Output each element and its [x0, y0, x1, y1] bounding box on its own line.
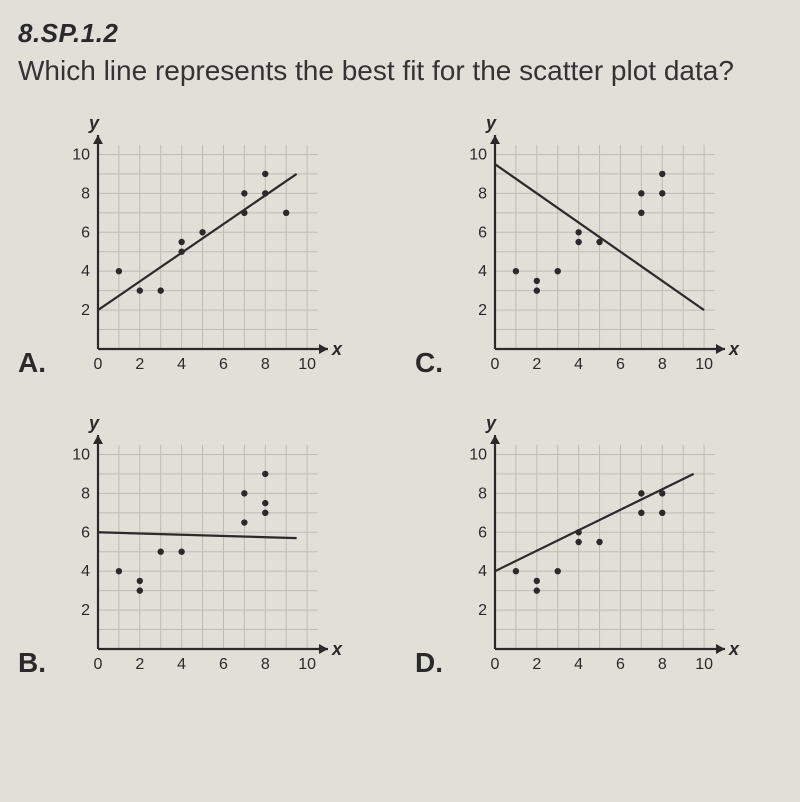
question-text: Which line represents the best fit for t…	[18, 53, 782, 89]
svg-text:10: 10	[298, 656, 316, 673]
choice-b: B. 0 2 4 6 8 10 2 4 6 8 10 x y	[18, 405, 385, 685]
svg-text:8: 8	[658, 656, 667, 673]
svg-text:2: 2	[532, 356, 541, 373]
choice-d: D. 0 2 4 6 8 10 2 4 6 8 10 x y	[415, 405, 782, 685]
svg-text:4: 4	[478, 264, 487, 281]
plot-c: 0 2 4 6 8 10 2 4 6 8 10 x y	[451, 105, 751, 385]
svg-text:y: y	[485, 413, 497, 433]
svg-text:10: 10	[695, 656, 713, 673]
svg-text:0: 0	[94, 656, 103, 673]
choice-label-d: D.	[415, 647, 443, 679]
choice-label-b: B.	[18, 647, 46, 679]
svg-text:2: 2	[532, 656, 541, 673]
svg-text:4: 4	[81, 564, 90, 581]
choice-c: C. 0 2 4 6 8 10 2 4 6 8 10 x y	[415, 105, 782, 385]
svg-text:6: 6	[478, 225, 487, 242]
choices-row-1: A. 0 2 4 6 8 10 2 4 6 8 10 x y C. 0 2 4 6 8 10 2 4 6 8 10 x y	[18, 105, 782, 385]
plot-d: 0 2 4 6 8 10 2 4 6 8 10 x y	[451, 405, 751, 685]
svg-text:10: 10	[695, 356, 713, 373]
svg-text:0: 0	[491, 656, 500, 673]
svg-text:4: 4	[574, 356, 583, 373]
svg-text:x: x	[331, 339, 343, 359]
svg-text:8: 8	[81, 486, 90, 503]
svg-text:y: y	[88, 413, 100, 433]
svg-text:10: 10	[298, 356, 316, 373]
plot-a: 0 2 4 6 8 10 2 4 6 8 10 x y	[54, 105, 354, 385]
svg-text:2: 2	[135, 356, 144, 373]
svg-text:10: 10	[72, 447, 90, 464]
svg-text:2: 2	[135, 656, 144, 673]
question-header: 8.SP.1.2 Which line represents the best …	[18, 18, 782, 89]
svg-text:10: 10	[469, 147, 487, 164]
svg-text:4: 4	[177, 356, 186, 373]
svg-text:6: 6	[219, 356, 228, 373]
svg-text:2: 2	[478, 302, 487, 319]
svg-text:0: 0	[491, 356, 500, 373]
plot-b: 0 2 4 6 8 10 2 4 6 8 10 x y	[54, 405, 354, 685]
choice-a: A. 0 2 4 6 8 10 2 4 6 8 10 x y	[18, 105, 385, 385]
svg-text:10: 10	[72, 147, 90, 164]
svg-text:y: y	[88, 113, 100, 133]
standard-code: 8.SP.1.2	[18, 18, 782, 49]
svg-text:x: x	[728, 639, 740, 659]
svg-text:6: 6	[478, 525, 487, 542]
svg-text:2: 2	[478, 602, 487, 619]
svg-text:10: 10	[469, 447, 487, 464]
svg-text:6: 6	[81, 525, 90, 542]
svg-text:x: x	[331, 639, 343, 659]
svg-text:4: 4	[81, 264, 90, 281]
choice-label-c: C.	[415, 347, 443, 379]
svg-text:4: 4	[574, 656, 583, 673]
choices-row-2: B. 0 2 4 6 8 10 2 4 6 8 10 x y D. 0 2 4 6 8 10 2 4 6 8 10 x y	[18, 405, 782, 685]
svg-text:y: y	[485, 113, 497, 133]
svg-text:8: 8	[81, 186, 90, 203]
svg-text:6: 6	[81, 225, 90, 242]
svg-text:4: 4	[478, 564, 487, 581]
svg-text:8: 8	[658, 356, 667, 373]
svg-text:x: x	[728, 339, 740, 359]
svg-text:8: 8	[261, 656, 270, 673]
svg-text:6: 6	[219, 656, 228, 673]
svg-text:2: 2	[81, 602, 90, 619]
svg-text:6: 6	[616, 356, 625, 373]
choice-label-a: A.	[18, 347, 46, 379]
svg-text:6: 6	[616, 656, 625, 673]
svg-text:2: 2	[81, 302, 90, 319]
svg-text:4: 4	[177, 656, 186, 673]
svg-text:8: 8	[261, 356, 270, 373]
svg-text:8: 8	[478, 186, 487, 203]
svg-text:0: 0	[94, 356, 103, 373]
svg-text:8: 8	[478, 486, 487, 503]
